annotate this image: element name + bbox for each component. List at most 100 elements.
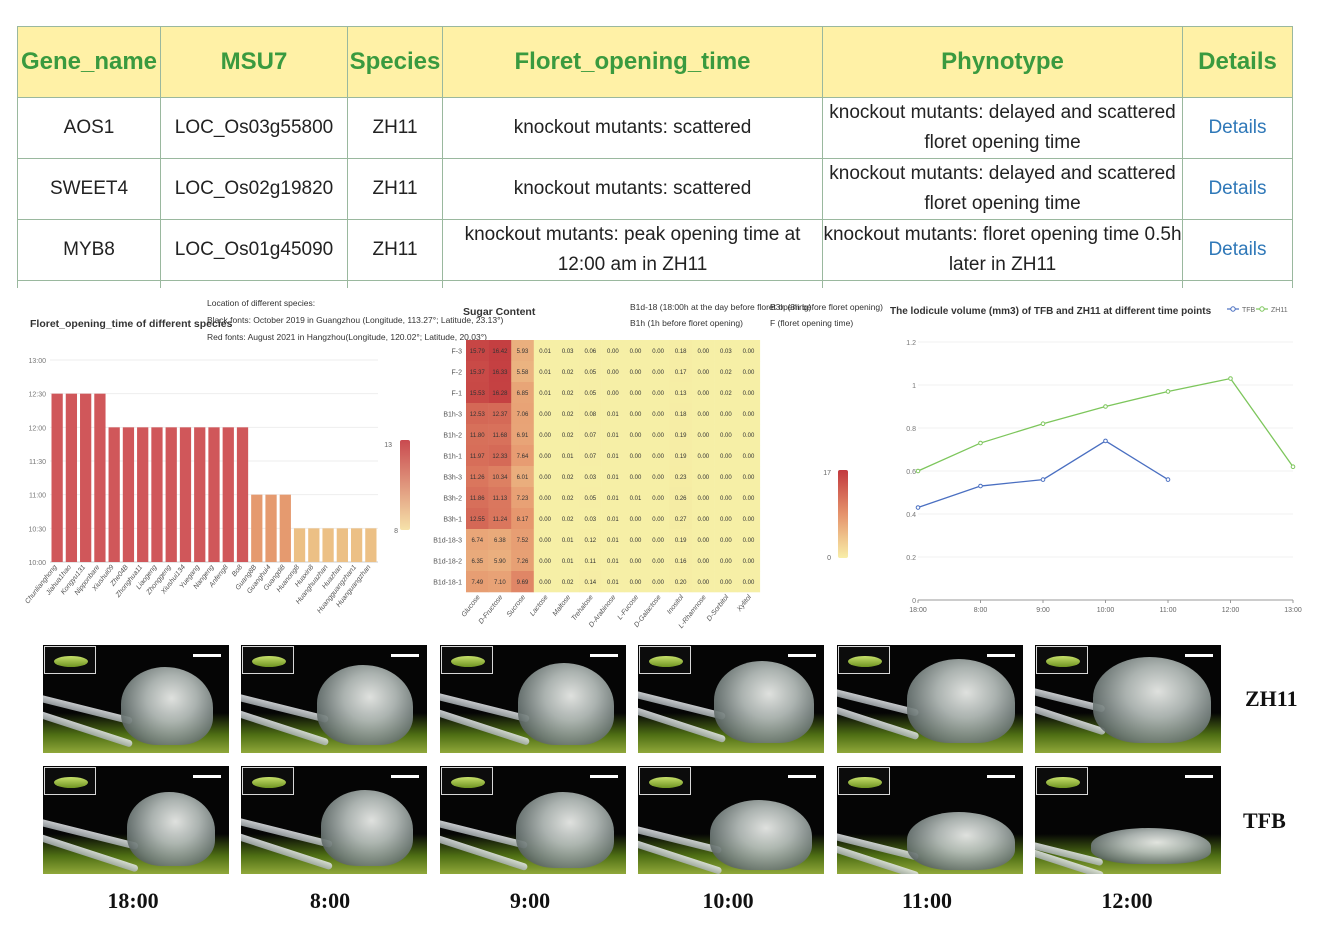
cell-value: 0.13: [675, 391, 687, 397]
heat-cell: [556, 487, 580, 509]
cell-details: Details: [1182, 219, 1293, 281]
data-point: [1040, 477, 1046, 482]
bar: [336, 528, 348, 562]
heat-cell: [737, 571, 761, 593]
heat-cell: [488, 445, 512, 467]
heat-cell: [579, 382, 602, 404]
heat-cell: [511, 424, 535, 446]
heat-cell: [624, 529, 648, 551]
heat-cell: [511, 403, 535, 425]
heat-cell: [692, 403, 715, 425]
cell-value: 7.52: [517, 538, 529, 544]
header-floret-opening-time[interactable]: Floret_opening_time: [442, 26, 823, 98]
heat-cell: [624, 382, 648, 404]
details-link[interactable]: Details: [1208, 239, 1267, 260]
heat-cell: [669, 508, 693, 530]
header-msu7[interactable]: MSU7: [160, 26, 348, 98]
cell-details: Details: [1182, 97, 1293, 159]
y-tick-label: 12:00: [28, 425, 46, 432]
cell-floret-opening-time: knockout mutants: scattered: [442, 158, 823, 220]
cell-value: 0.00: [697, 475, 709, 481]
heat-cell: [579, 340, 602, 362]
lodicule-photo: [241, 766, 427, 874]
heat-cell: [488, 424, 512, 446]
cell-value: 0.00: [743, 349, 755, 355]
header-phenotype[interactable]: Phynotype: [822, 26, 1183, 98]
heat-cell: [737, 361, 761, 383]
cell-value: 0.00: [743, 454, 755, 460]
column-label: Sucrose: [506, 594, 527, 619]
row-label: F-2: [452, 370, 463, 377]
details-link[interactable]: Details: [1208, 117, 1267, 138]
chart-note: Location of different species:: [207, 298, 315, 308]
cell-value: 0.07: [584, 433, 596, 439]
x-tick-label: 10:00: [1097, 607, 1115, 614]
cell-value: 0.00: [743, 391, 755, 397]
floret-icon: [649, 777, 683, 788]
cell-value: 7.49: [471, 580, 483, 586]
x-tick-label: 8:00: [974, 607, 988, 614]
row-label: B1d-18-2: [433, 559, 462, 566]
lodicule-line-chart: The lodicule volume (mm3) of TFB and ZH1…: [890, 306, 1302, 614]
heat-cell: [714, 403, 738, 425]
cell-value: 7.64: [517, 454, 529, 460]
cell-value: 0.03: [562, 349, 574, 355]
cell-details: Details: [1182, 158, 1293, 220]
floret-inset: [838, 767, 890, 795]
row-label: B1h-1: [443, 454, 462, 461]
heat-cell: [692, 424, 715, 446]
lodicule-photo: [241, 645, 427, 753]
cell-value: 5.90: [494, 559, 506, 565]
legend-label: TFB: [1242, 307, 1256, 314]
cell-value: 7.06: [517, 412, 529, 418]
heat-cell: [579, 466, 602, 488]
heat-cell: [714, 445, 738, 467]
lodicule-image: [710, 800, 812, 870]
cell-value: 0.00: [652, 538, 664, 544]
bar: [179, 427, 192, 562]
chart-title: Sugar Content: [463, 306, 536, 318]
cell-value: 7.26: [517, 559, 529, 565]
cell-value: 15.79: [470, 349, 486, 355]
cell-value: 6.38: [494, 538, 506, 544]
x-tick-label: 11:00: [1160, 607, 1177, 614]
heat-cell: [737, 340, 761, 362]
heat-cell: [533, 571, 557, 593]
cell-value: 0.00: [720, 517, 732, 523]
column-label: D-Sorbitol: [706, 594, 731, 623]
lodicule-photo: [1035, 645, 1221, 753]
row-label: B1d-18-1: [433, 580, 462, 587]
data-point: [1040, 421, 1046, 426]
scale-bar: [1185, 654, 1213, 657]
cell-value: 0.20: [675, 580, 687, 586]
cell-value: 0.00: [630, 349, 642, 355]
header-species[interactable]: Species: [347, 26, 443, 98]
floret-icon: [54, 656, 88, 667]
cell-value: 0.02: [562, 433, 574, 439]
heat-cell: [533, 445, 557, 467]
header-gene-name[interactable]: Gene_name: [17, 26, 161, 98]
heat-cell: [646, 445, 670, 467]
time-label: 9:00: [509, 888, 551, 913]
heat-cell: [488, 508, 512, 530]
cell-species: ZH11: [347, 97, 443, 159]
lodicule-image: [907, 812, 1015, 870]
cell-value: 11.86: [470, 496, 485, 502]
floret-icon: [649, 656, 683, 667]
heat-cell: [533, 508, 557, 530]
x-tick-label: 12:00: [1222, 607, 1240, 614]
cell-floret-opening-time: knockout mutants: peak opening time at 1…: [442, 219, 823, 281]
bar: [308, 528, 320, 562]
heat-cell: [737, 445, 761, 467]
scale-bar: [193, 775, 221, 778]
floret-icon: [1046, 777, 1080, 788]
cell-value: 0.00: [720, 433, 732, 439]
heat-cell: [624, 508, 648, 530]
heat-cell: [511, 529, 535, 551]
details-link[interactable]: Details: [1208, 178, 1267, 199]
header-details[interactable]: Details: [1182, 26, 1293, 98]
bar: [108, 427, 120, 562]
cell-value: 0.00: [630, 454, 642, 460]
column-label: Lactose: [529, 594, 550, 618]
cell-species: ZH11: [347, 219, 443, 281]
